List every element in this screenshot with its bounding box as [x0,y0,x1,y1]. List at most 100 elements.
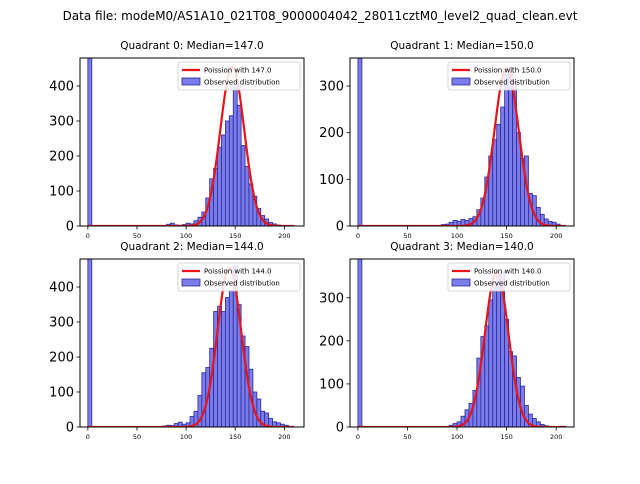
histogram-bar [221,134,226,226]
poisson-fit-line [87,65,295,226]
y-tick-label: 300 [319,291,344,306]
histogram-bar [228,290,234,427]
x-tick-label: 0 [86,232,90,240]
subplot-quadrant-0: 0 50 100 150 200 0 100 200 300 400 Quadrant 0: Med… [49,40,305,240]
histogram-bar [87,259,93,427]
histogram-bar [87,58,93,226]
histogram-bar [496,273,502,427]
legend-box [177,61,301,91]
legend: Poission with 150.0 Observed distribution [447,61,571,91]
y-tick-label: 100 [319,377,344,392]
x-tick-label: 150 [500,433,512,441]
legend: Poission with 144.0 Observed distribution [177,262,301,292]
subplot-quadrant-2: 0 50 100 150 200 0 100 200 300 400 Quadrant 2: Med… [49,241,305,441]
y-tick-label: 400 [49,80,74,95]
x-tick-label: 0 [86,433,90,441]
legend-entry-fit: Poission with 144.0 [204,268,272,276]
x-tick-label: 150 [229,232,241,240]
legend-entry-observed: Observed distribution [474,280,550,288]
legend-entry-fit: Poission with 150.0 [474,67,542,75]
histogram-bar [492,139,498,226]
x-tick-label: 150 [500,232,512,240]
subplot-title: Quadrant 3: Median=140.0 [390,241,533,253]
y-tick-label: 100 [49,185,74,200]
legend-box [177,262,301,292]
legend-box [447,61,571,91]
legend-bar-swatch [451,77,471,86]
x-tick-label: 0 [356,232,360,240]
x-tick-label: 50 [133,232,141,240]
y-tick-label: 0 [336,220,344,235]
subplot-quadrant-1: 0 50 100 150 200 0 100 200 300 Quadrant 1: Median… [319,40,575,240]
histogram-bar [496,123,502,226]
x-tick-label: 150 [229,433,241,441]
legend-entry-fit: Poission with 147.0 [204,67,272,75]
histogram-bar [236,104,242,226]
y-tick-label: 200 [49,351,74,366]
histogram-bar [221,311,226,427]
x-tick-label: 100 [451,232,463,240]
legend-entry-fit: Poission with 140.0 [474,268,542,276]
histogram-bar [244,166,250,226]
histogram-bar [224,297,230,427]
histogram-bar [217,146,222,226]
poisson-fit-line [87,266,295,427]
x-tick-label: 0 [356,433,360,441]
y-tick-label: 300 [319,80,344,95]
subplot-title: Quadrant 1: Median=150.0 [390,40,533,52]
legend: Poission with 140.0 Observed distribution [447,262,571,292]
figure-suptitle: Data file: modeM0/AS1A10_021T08_90000040… [63,9,578,23]
x-tick-label: 200 [278,433,290,441]
histogram-bar [484,325,490,427]
histogram-bar [228,115,234,226]
y-tick-label: 100 [319,173,344,188]
legend-box [447,262,571,292]
y-tick-label: 100 [49,386,74,401]
y-tick-label: 0 [336,421,344,436]
histogram-bar [508,66,513,226]
histogram-bar [492,282,498,427]
y-tick-label: 0 [66,421,74,436]
legend-entry-observed: Observed distribution [204,280,280,288]
x-tick-label: 50 [403,232,411,240]
x-tick-label: 50 [133,433,141,441]
plot-data [357,259,567,427]
y-tick-label: 200 [49,150,74,165]
x-tick-label: 200 [278,232,290,240]
x-tick-label: 200 [550,433,562,441]
histogram-bar [232,85,238,226]
y-tick-label: 0 [66,220,74,235]
y-tick-label: 300 [49,316,74,331]
histogram-bar [357,58,363,226]
legend-entry-observed: Observed distribution [474,79,550,87]
legend-bar-swatch [181,278,201,287]
axes-frame [79,57,305,227]
x-tick-label: 200 [550,232,562,240]
y-tick-label: 200 [319,126,344,141]
histogram-bar [500,106,506,226]
plot-data [87,58,295,226]
subplot-quadrant-3: 0 50 100 150 200 0 100 200 300 Quadrant 3: Median… [319,241,575,441]
y-tick-label: 400 [49,281,74,296]
axes-frame [349,57,575,227]
subplot-title: Quadrant 2: Median=144.0 [120,241,263,253]
histogram-bar [488,299,494,427]
poisson-fit-line [357,270,567,427]
histogram-bar [224,120,230,226]
legend-entry-observed: Observed distribution [204,79,280,87]
x-tick-label: 100 [451,433,463,441]
histogram-bar [240,145,246,226]
legend: Poission with 147.0 Observed distribution [177,61,301,91]
subplot-title: Quadrant 0: Median=147.0 [120,40,263,52]
y-tick-label: 200 [319,334,344,349]
legend-bar-swatch [181,77,201,86]
histogram-bar [201,372,207,427]
axes-frame [79,258,305,428]
x-tick-label: 50 [403,433,411,441]
histogram-bar [357,259,363,427]
histogram-bar [504,73,509,226]
legend-bar-swatch [451,278,471,287]
x-tick-label: 100 [180,232,192,240]
